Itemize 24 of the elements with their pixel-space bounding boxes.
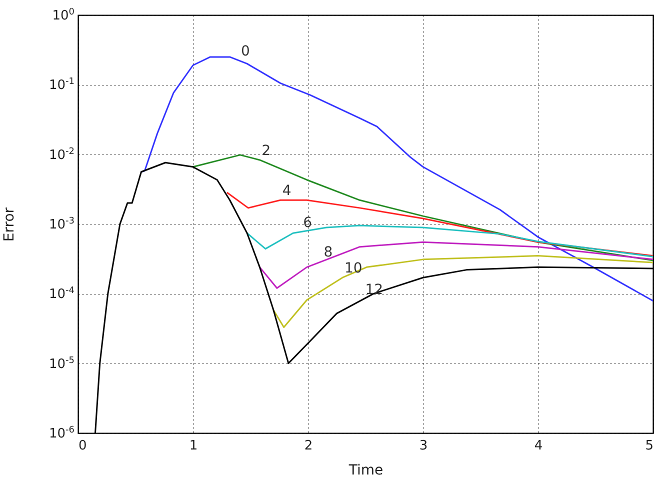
series-label: 8 xyxy=(324,244,333,260)
x-tick-label: 3 xyxy=(419,438,428,454)
series-label: 2 xyxy=(262,142,271,159)
x-tick-label: 1 xyxy=(189,438,198,454)
line-series xyxy=(272,255,653,328)
x-tick-label: 2 xyxy=(304,438,313,454)
y-tick-label: 10$^{-3}$ xyxy=(48,216,74,232)
x-tick-label: 4 xyxy=(534,438,543,454)
x-tick-label: 0 xyxy=(78,438,87,454)
y-tick-label: 10$^{-1}$ xyxy=(48,77,74,94)
y-axis-title: Error xyxy=(2,207,18,242)
series-label: 4 xyxy=(282,183,292,200)
series-label: 10 xyxy=(344,260,362,277)
y-tick-label: 10$^{-5}$ xyxy=(48,356,74,372)
series-label: 0 xyxy=(241,44,250,60)
line-series xyxy=(140,56,653,302)
y-tick-label: 10$^{0}$ xyxy=(52,8,75,24)
y-tick-label: 10$^{-2}$ xyxy=(48,146,74,163)
y-tick-label: 10$^{-4}$ xyxy=(48,286,75,302)
x-tick-label: 5 xyxy=(645,438,654,454)
y-tick-label: 10$^{-6}$ xyxy=(48,426,75,442)
line-series xyxy=(192,154,653,262)
x-axis-title: Time xyxy=(348,462,384,478)
series-label: 6 xyxy=(303,214,312,231)
